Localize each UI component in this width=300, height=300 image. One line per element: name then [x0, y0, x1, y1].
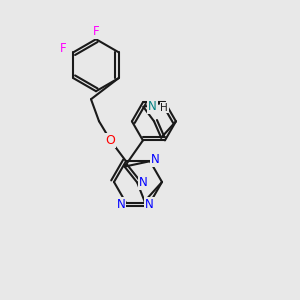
- Text: N: N: [151, 153, 159, 166]
- Text: N: N: [139, 176, 148, 189]
- Text: N: N: [145, 198, 154, 211]
- Text: N: N: [117, 198, 125, 211]
- Text: O: O: [105, 134, 115, 147]
- Text: N: N: [148, 100, 157, 113]
- Text: F: F: [93, 25, 99, 38]
- Text: H: H: [160, 103, 168, 113]
- Text: F: F: [60, 42, 67, 55]
